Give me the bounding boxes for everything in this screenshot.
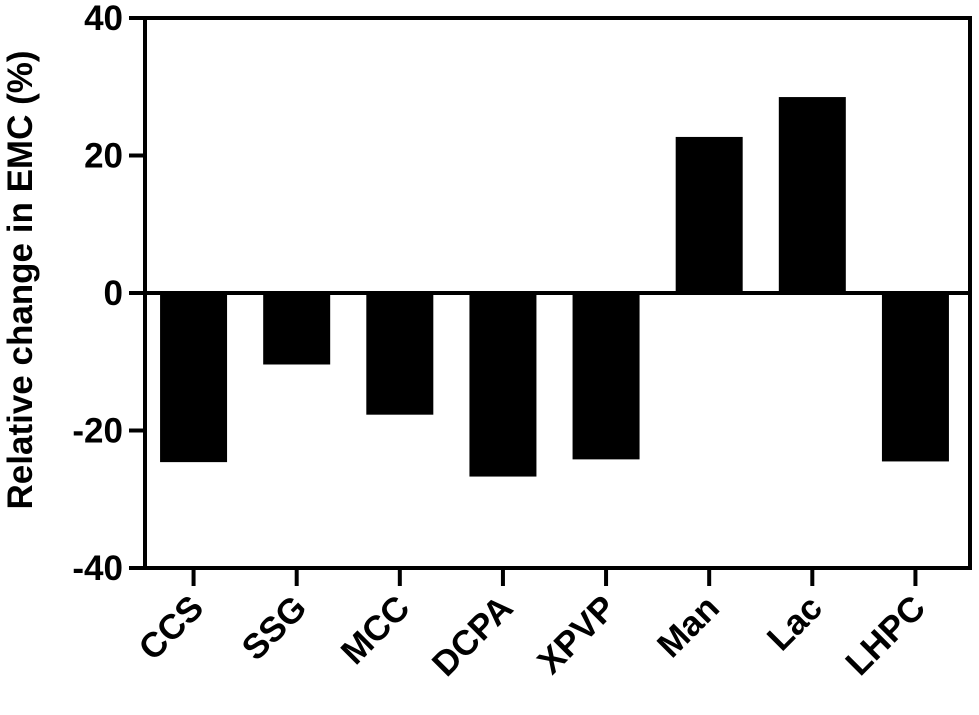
x-tick-label-ccs: CCS: [131, 588, 211, 668]
bar-lac: [778, 97, 846, 293]
y-tick-label: 20: [84, 137, 123, 176]
axes-group: [143, 16, 972, 570]
bar-xpvp: [572, 293, 640, 460]
x-tick-label-dcpa: DCPA: [425, 588, 521, 684]
bar-ccs: [160, 293, 228, 463]
y-tick-label: -40: [72, 549, 123, 588]
x-tick-label-lhpc: LHPC: [838, 588, 933, 683]
y-ticks-group: -40 -20 0 20 40: [72, 0, 145, 588]
y-tick-label: 0: [104, 274, 123, 313]
y-axis-title: Relative change in EMC (%): [1, 51, 40, 510]
y-tick-label: -20: [72, 412, 123, 451]
bar-mcc: [366, 293, 434, 415]
bar-lhpc: [881, 293, 949, 462]
x-ticks-group: CCS SSG MCC DCPA XPVP Man Lac LHPC: [131, 568, 933, 684]
y-tick-label: 40: [84, 0, 123, 38]
x-tick-label-mcc: MCC: [334, 588, 418, 672]
x-tick-label-xpvp: XPVP: [530, 588, 624, 682]
x-tick-label-man: Man: [650, 588, 727, 665]
bar-man: [675, 136, 743, 293]
bar-ssg: [263, 293, 331, 365]
x-tick-label-ssg: SSG: [234, 588, 314, 668]
bar-dcpa: [469, 293, 537, 477]
bars-group: [160, 97, 949, 477]
x-tick-label-lac: Lac: [760, 588, 830, 658]
